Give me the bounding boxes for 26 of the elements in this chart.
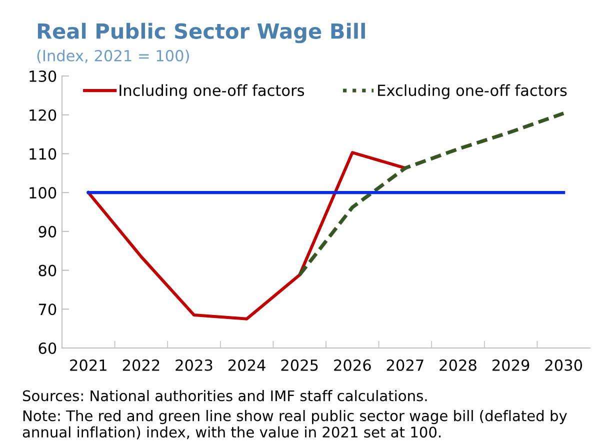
line-series [298,112,566,277]
legend-label: Including one-off factors [120,84,304,100]
y-tick-label: 110 [30,148,56,160]
source-note: Sources: National authorities and IMF staff calculations. [22,390,427,402]
x-tick-label: 2029 [492,359,530,371]
y-tick-label: 90 [38,226,56,238]
x-tick-label: 2026 [334,359,371,371]
y-tick-label: 80 [38,264,56,276]
x-tick-label: 2024 [228,359,266,371]
y-tick-label: 70 [38,304,56,316]
chart-subtitle: (Index, 2021 = 100) [37,50,189,64]
x-tick-label: 2021 [70,359,106,371]
chart-title: Real Public Sector Wage Bill [38,22,365,44]
y-tick-label: 130 [30,70,56,82]
line-series [86,151,407,320]
x-tick-label: 2028 [440,359,476,371]
y-tick-label: 100 [30,187,56,199]
legend-label: Excluding one-off factors [378,84,567,100]
text: Note: The red and green line show real public sector wage bill (deflated by annual inflation) index, with the value in 2021 set at 100. [22,410,567,440]
x-tick-label: 2023 [176,359,212,371]
x-tick-label: 2025 [281,359,318,371]
x-tick-label: 2030 [545,359,582,371]
y-tick-label: 60 [38,342,56,354]
x-tick-label: 2022 [122,359,160,371]
y-tick-label: 120 [30,109,56,121]
x-tick-label: 2027 [386,359,424,371]
